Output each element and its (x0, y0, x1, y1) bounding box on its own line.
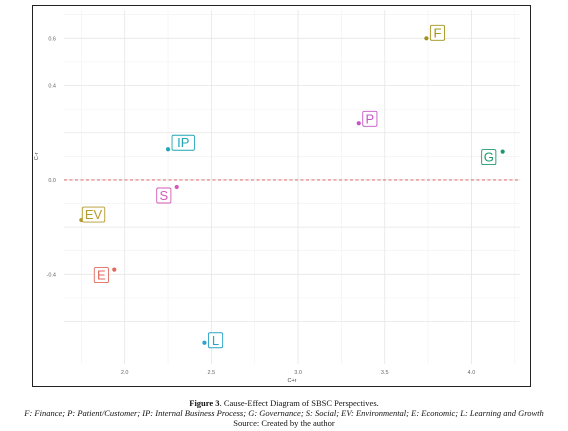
figure-source: Source: Created by the author (233, 418, 335, 428)
x-tick-label: 3.0 (294, 370, 302, 376)
data-label-f: F (433, 25, 441, 40)
x-tick-label: 4.0 (468, 370, 476, 376)
data-label-box-f (429, 24, 446, 41)
x-tick-label: 2.0 (121, 370, 129, 376)
plot-area (64, 10, 520, 364)
data-label-box-p (362, 110, 378, 127)
x-axis-title: C+r (287, 378, 296, 384)
data-label-ev: EV (85, 207, 103, 222)
data-point-f (424, 36, 429, 41)
data-label-box-e (93, 267, 109, 284)
figure-title: . Cause-Effect Diagram of SBSC Perspecti… (219, 398, 379, 408)
data-label-box-s (156, 187, 172, 204)
figure-number: Figure 3 (189, 398, 220, 408)
cause-effect-scatter-chart: 2.0 2.5 3.0 3.5 4.0 0.6 0.4 0.0 -0.4 C+r C-r F P IP G S… (34, 10, 520, 384)
data-point-s (174, 184, 179, 190)
x-tick-label: 2.5 (208, 370, 216, 376)
data-label-box-ev (81, 206, 106, 223)
data-label-box-g (481, 149, 497, 166)
y-tick-label: 0.6 (48, 36, 56, 42)
data-point-e (112, 267, 117, 272)
data-point-p (356, 121, 361, 126)
data-label-e: E (97, 268, 106, 283)
data-label-ip: IP (177, 135, 189, 150)
data-label-box-l (207, 332, 224, 349)
y-axis-title: C-r (34, 152, 40, 160)
data-point-ip (165, 147, 171, 152)
data-label-g: G (484, 150, 494, 165)
data-label-p: P (366, 111, 375, 126)
data-point-l (202, 340, 207, 345)
x-tick-label: 3.5 (381, 370, 389, 376)
y-tick-label: 0.4 (48, 84, 56, 90)
y-tick-label: -0.4 (47, 272, 56, 278)
figure-legend-line: F: Finance; P: Patient/Customer; IP: Int… (24, 408, 544, 418)
data-label-box-ip (171, 134, 195, 151)
data-point-g (500, 149, 505, 154)
y-tick-label: 0.0 (48, 178, 56, 184)
figure-caption: Figure 3. Cause-Effect Diagram of SBSC P… (0, 398, 568, 408)
data-label-l: L (212, 333, 219, 348)
data-label-s: S (159, 188, 168, 203)
